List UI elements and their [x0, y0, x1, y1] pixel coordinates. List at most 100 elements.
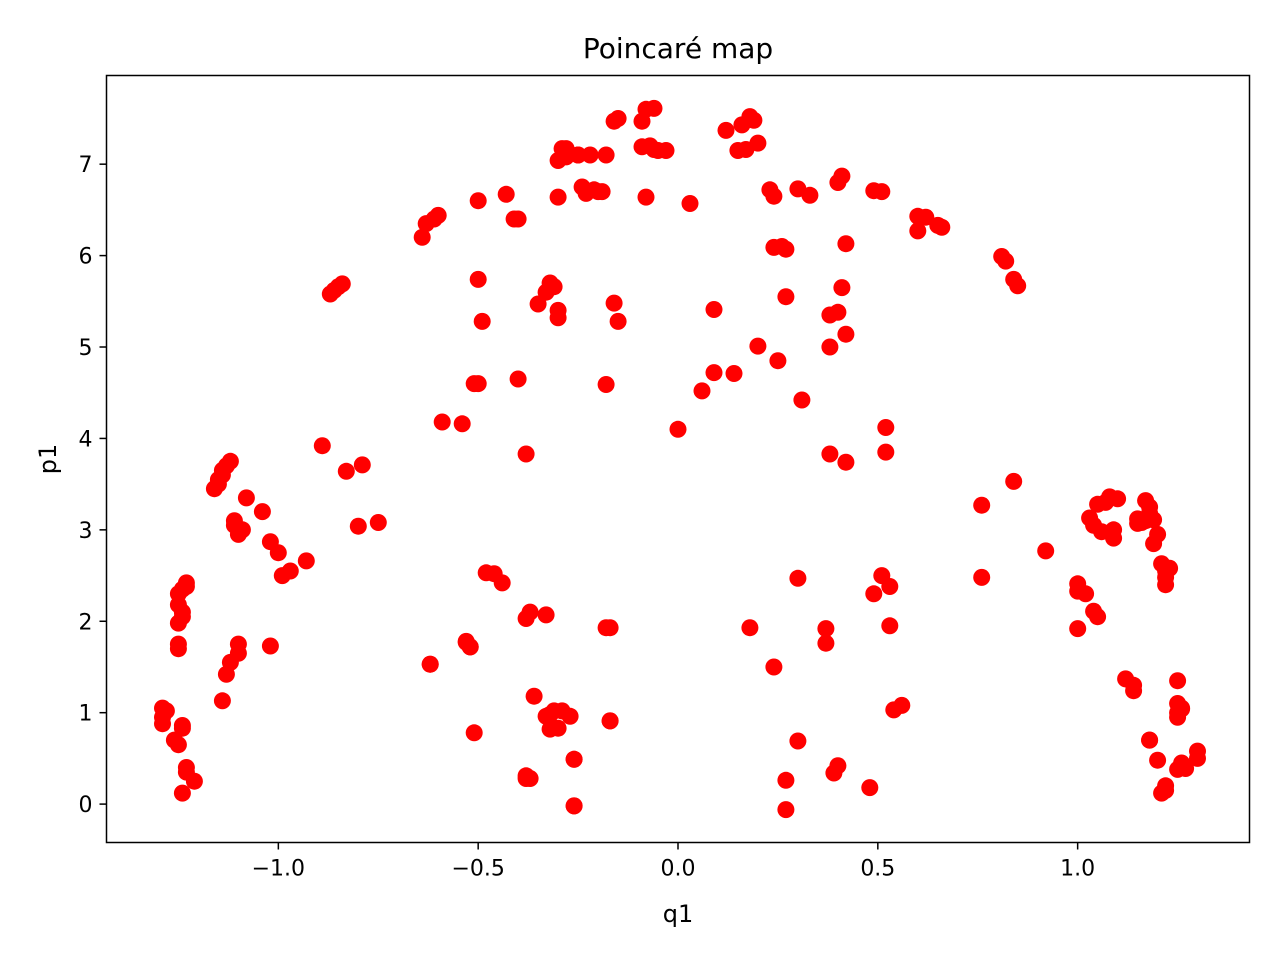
data-point	[169, 635, 187, 653]
data-point	[821, 338, 839, 356]
data-point	[593, 183, 611, 201]
data-point	[777, 288, 795, 306]
data-point	[1189, 749, 1206, 767]
data-point	[933, 218, 951, 236]
data-point	[569, 146, 587, 164]
data-point	[1149, 751, 1167, 769]
data-point	[581, 146, 599, 164]
x-tick-label: 1.0	[1060, 857, 1095, 882]
data-point	[601, 712, 619, 730]
data-point	[865, 585, 883, 603]
data-point	[1169, 672, 1187, 690]
data-point	[281, 562, 299, 580]
data-point	[749, 134, 767, 152]
data-point	[545, 278, 563, 296]
x-ticks: −1.0 −0.5 0.0 0.5 1.0	[252, 842, 1095, 882]
data-point	[177, 574, 195, 592]
data-point	[645, 99, 663, 117]
data-point	[469, 270, 487, 288]
data-point	[485, 565, 503, 583]
data-point	[173, 717, 191, 734]
data-point	[829, 757, 847, 775]
data-point	[801, 186, 819, 204]
data-point	[261, 637, 279, 655]
data-point	[837, 453, 855, 471]
data-point	[645, 141, 663, 158]
data-point	[333, 275, 351, 293]
data-point	[605, 294, 623, 312]
data-point	[537, 606, 555, 624]
data-point	[517, 445, 535, 463]
data-point	[233, 521, 251, 539]
data-point	[229, 635, 247, 653]
data-point	[877, 443, 895, 461]
data-point	[973, 496, 991, 514]
y-tick-label: 3	[79, 519, 93, 544]
data-point	[837, 325, 855, 343]
data-point	[833, 167, 851, 185]
data-point	[221, 452, 239, 470]
data-point	[173, 784, 191, 802]
data-point	[789, 569, 807, 587]
data-point	[1005, 472, 1023, 490]
data-point	[465, 724, 483, 742]
data-point	[421, 655, 439, 673]
data-point	[973, 568, 991, 586]
data-point	[821, 445, 839, 463]
data-point	[609, 312, 627, 330]
data-point	[453, 415, 471, 433]
x-tick-label: 0.5	[860, 857, 895, 882]
data-point	[457, 633, 475, 651]
data-point	[297, 552, 315, 570]
data-point	[705, 364, 723, 382]
data-point	[777, 771, 795, 789]
data-point	[269, 544, 287, 562]
y-tick-label: 6	[79, 245, 93, 270]
data-point	[777, 801, 795, 819]
data-point	[509, 210, 527, 228]
data-point	[561, 707, 579, 725]
data-point	[793, 391, 811, 409]
data-point	[517, 610, 535, 627]
data-point	[253, 503, 271, 521]
y-ticks: 0 1 2 3 4 5 6 7	[79, 153, 107, 818]
data-point	[349, 517, 367, 535]
data-point	[473, 312, 491, 330]
data-point	[369, 514, 387, 531]
y-tick-label: 1	[79, 702, 93, 727]
data-point	[1157, 777, 1175, 795]
data-point	[429, 206, 447, 224]
data-point	[745, 111, 763, 129]
data-point	[1037, 542, 1055, 560]
data-point	[213, 692, 231, 710]
data-point	[681, 195, 699, 212]
data-point	[1125, 682, 1143, 700]
data-point	[881, 578, 899, 595]
data-point	[693, 382, 711, 400]
data-point	[725, 365, 743, 382]
data-point	[705, 301, 723, 318]
chart-title: Poincaré map	[583, 32, 773, 65]
data-point	[1141, 731, 1159, 749]
data-point	[829, 303, 847, 321]
data-point	[1173, 699, 1191, 717]
data-point	[1069, 620, 1087, 638]
data-point	[169, 736, 187, 754]
data-point	[777, 240, 795, 258]
data-point	[765, 658, 783, 676]
data-point	[565, 797, 583, 815]
y-tick-label: 5	[79, 336, 93, 361]
data-point	[497, 185, 515, 203]
data-point	[817, 620, 835, 638]
data-point	[717, 121, 735, 139]
x-tick-label: 0.0	[661, 857, 696, 882]
data-point	[597, 146, 615, 164]
data-point	[1149, 525, 1167, 543]
data-point	[549, 301, 567, 319]
data-point	[749, 337, 767, 355]
data-point	[509, 370, 527, 388]
data-point	[413, 228, 431, 246]
data-point	[789, 732, 807, 750]
